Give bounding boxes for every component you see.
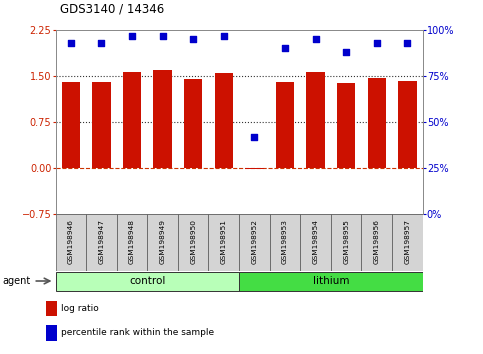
Text: GSM198950: GSM198950 [190,219,196,264]
Text: GSM198946: GSM198946 [68,219,74,264]
Bar [337,84,355,168]
Text: lithium: lithium [313,276,349,286]
Point [373,40,381,46]
Bar [239,272,423,291]
Bar [276,82,294,168]
Text: percentile rank within the sample: percentile rank within the sample [60,329,213,337]
Bar [123,72,141,168]
Bar [147,214,178,271]
Bar [56,272,239,291]
Bar [214,73,233,168]
Bar [178,214,209,271]
Text: GSM198952: GSM198952 [251,219,257,264]
Point [342,49,350,55]
Bar [62,82,80,168]
Text: GSM198949: GSM198949 [159,219,166,264]
Bar [209,214,239,271]
Bar [392,214,423,271]
Bar [86,214,117,271]
Text: GSM198955: GSM198955 [343,219,349,264]
Text: GSM198954: GSM198954 [313,219,319,264]
Point [159,33,167,39]
Point [403,40,411,46]
Point [251,134,258,140]
Point [67,40,75,46]
Point [220,33,227,39]
Text: GSM198956: GSM198956 [374,219,380,264]
Point [189,36,197,42]
Bar [368,78,386,168]
Point [312,36,319,42]
Bar [46,301,57,316]
Text: GSM198957: GSM198957 [404,219,411,264]
Bar [239,214,270,271]
Bar [154,70,172,168]
Point [128,33,136,39]
Text: control: control [129,276,166,286]
Bar [245,168,264,169]
Text: GSM198953: GSM198953 [282,219,288,264]
Text: GSM198951: GSM198951 [221,219,227,264]
Bar [398,81,416,168]
Bar [117,214,147,271]
Bar [184,79,202,168]
Point [281,46,289,51]
Text: log ratio: log ratio [60,304,99,313]
Bar [270,214,300,271]
Bar [306,72,325,168]
Bar [92,82,111,168]
Bar [46,325,57,341]
Text: agent: agent [2,276,30,286]
Bar [361,214,392,271]
Bar [331,214,361,271]
Bar [56,214,86,271]
Text: GSM198947: GSM198947 [99,219,104,264]
Point [98,40,105,46]
Text: GDS3140 / 14346: GDS3140 / 14346 [60,3,165,16]
Text: GSM198948: GSM198948 [129,219,135,264]
Bar [300,214,331,271]
